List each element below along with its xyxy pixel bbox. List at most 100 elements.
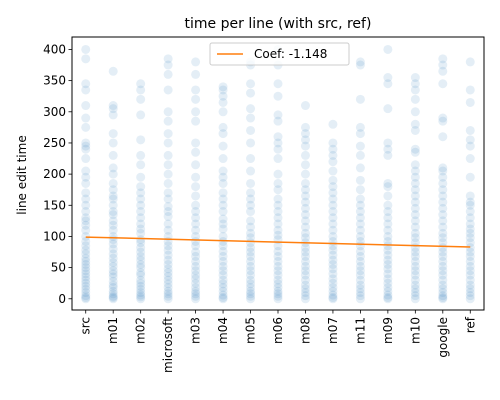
data-point <box>108 66 118 76</box>
data-point <box>465 224 475 234</box>
data-point <box>246 286 256 296</box>
data-point <box>438 66 448 76</box>
data-point <box>383 150 393 160</box>
data-point <box>218 279 228 289</box>
data-point <box>438 191 448 201</box>
data-point <box>300 288 310 298</box>
data-point <box>218 256 228 266</box>
data-point <box>300 291 310 301</box>
data-point <box>438 280 448 290</box>
data-point <box>465 141 475 151</box>
data-point <box>383 144 393 154</box>
data-point <box>163 60 173 70</box>
data-point <box>191 138 201 148</box>
data-point <box>108 261 118 271</box>
data-point <box>300 178 310 188</box>
data-point <box>355 200 365 210</box>
data-point <box>273 225 283 235</box>
data-point <box>383 294 393 304</box>
data-point <box>81 249 91 259</box>
data-point <box>438 197 448 207</box>
data-point <box>136 207 146 217</box>
x-tick-label: microsoft <box>161 317 175 373</box>
data-point <box>355 266 365 276</box>
data-point <box>136 194 146 204</box>
data-point <box>355 194 365 204</box>
data-point <box>246 216 256 226</box>
data-point <box>136 268 146 278</box>
data-point <box>163 219 173 229</box>
data-point <box>410 172 420 182</box>
data-point <box>81 54 91 64</box>
data-point <box>136 172 146 182</box>
data-point <box>438 275 448 285</box>
data-point <box>465 294 475 304</box>
data-point <box>81 188 91 198</box>
data-point <box>355 60 365 70</box>
data-point <box>191 191 201 201</box>
data-point <box>81 231 91 241</box>
data-point <box>191 225 201 235</box>
data-point <box>438 294 448 304</box>
data-point <box>191 256 201 266</box>
data-point <box>355 207 365 217</box>
data-point <box>108 258 118 268</box>
data-point <box>136 224 146 234</box>
data-point <box>163 207 173 217</box>
data-point <box>410 275 420 285</box>
data-point <box>136 247 146 257</box>
data-point <box>81 293 91 303</box>
data-point <box>355 219 365 229</box>
data-point <box>383 241 393 251</box>
data-point <box>438 132 448 142</box>
data-point <box>328 274 338 284</box>
data-point <box>410 228 420 238</box>
x-tick-label: m03 <box>189 317 203 344</box>
data-point <box>108 150 118 160</box>
data-point <box>136 150 146 160</box>
data-point <box>410 294 420 304</box>
data-point <box>191 219 201 229</box>
data-point <box>136 85 146 95</box>
data-point <box>410 144 420 154</box>
x-tick-label: ref <box>463 316 477 333</box>
data-point <box>355 94 365 104</box>
data-point <box>246 154 256 164</box>
data-point <box>136 243 146 253</box>
data-point <box>81 44 91 54</box>
data-point <box>163 150 173 160</box>
data-point <box>300 216 310 226</box>
data-point <box>81 207 91 217</box>
data-point <box>246 279 256 289</box>
data-point <box>355 175 365 185</box>
data-point <box>81 225 91 235</box>
data-point <box>81 269 91 279</box>
data-point <box>383 245 393 255</box>
data-point <box>438 247 448 257</box>
data-point <box>328 219 338 229</box>
data-point <box>108 289 118 299</box>
data-point <box>81 144 91 154</box>
data-point <box>273 230 283 240</box>
data-point <box>438 166 448 176</box>
data-point <box>246 104 256 114</box>
data-point <box>246 138 256 148</box>
data-point <box>465 154 475 164</box>
data-point <box>81 122 91 132</box>
data-point <box>410 233 420 243</box>
y-tick-label: 300 <box>43 105 66 119</box>
data-point <box>163 225 173 235</box>
data-point <box>136 275 146 285</box>
data-point <box>273 110 283 120</box>
data-point <box>438 288 448 298</box>
data-point <box>218 275 228 285</box>
data-point <box>383 178 393 188</box>
data-point <box>355 150 365 160</box>
data-point <box>328 225 338 235</box>
x-tick-label: m06 <box>271 317 285 344</box>
data-point <box>328 119 338 129</box>
data-point <box>218 270 228 280</box>
data-point <box>328 144 338 154</box>
data-point <box>328 182 338 192</box>
